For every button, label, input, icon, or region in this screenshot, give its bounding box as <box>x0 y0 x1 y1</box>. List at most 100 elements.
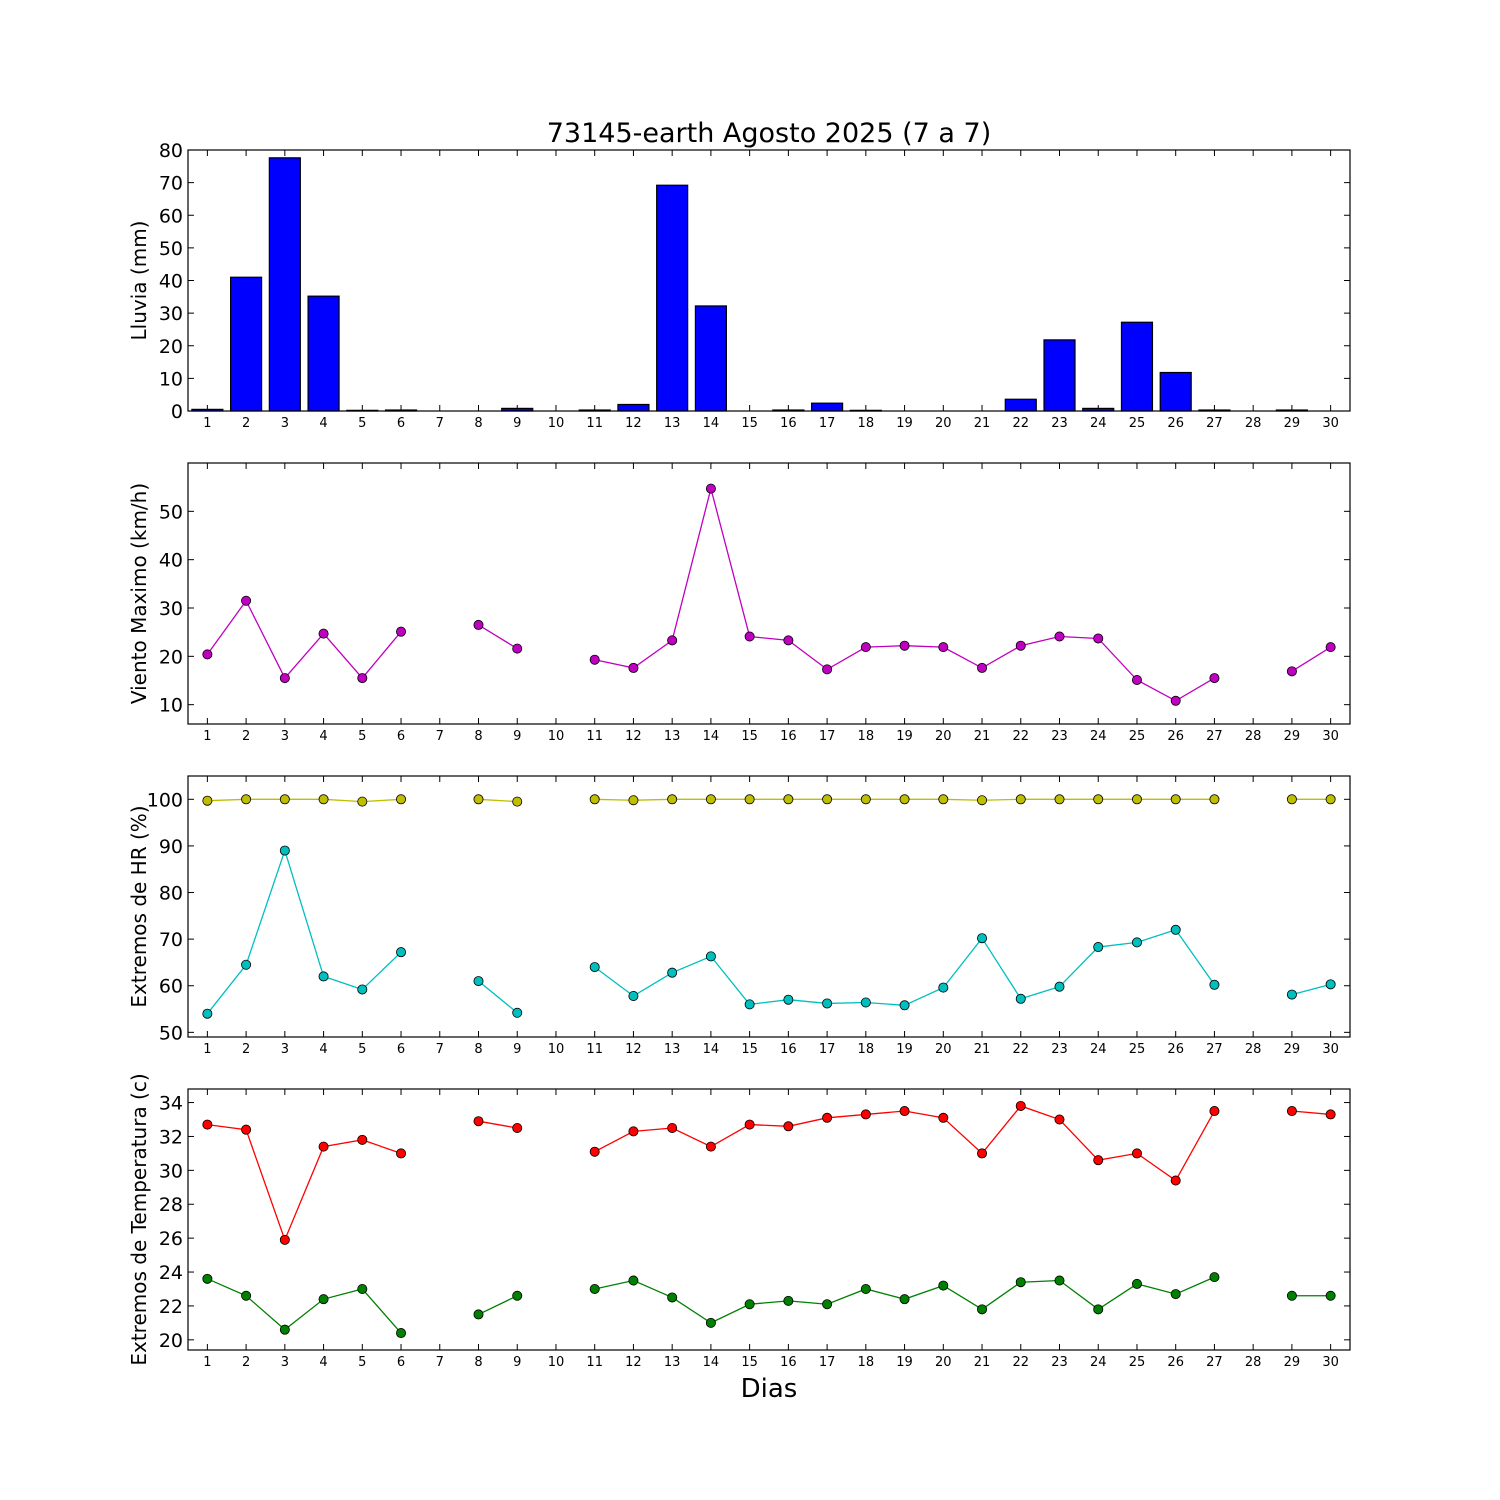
x-tick-label: 30 <box>1322 1042 1339 1057</box>
data-point <box>473 1116 484 1127</box>
data-point <box>938 794 949 805</box>
data-point <box>1015 1100 1026 1111</box>
data-point <box>589 654 600 665</box>
data-point <box>899 1294 910 1305</box>
y-tick-label: 32 <box>159 1126 183 1148</box>
data-point <box>1170 924 1181 935</box>
data-point <box>279 794 290 805</box>
data-point <box>667 794 678 805</box>
data-point <box>744 999 755 1010</box>
x-tick-label: 18 <box>858 416 875 431</box>
data-point <box>241 959 252 970</box>
data-point <box>279 1324 290 1335</box>
x-tick-label: 1 <box>203 729 211 744</box>
x-tick-label: 4 <box>319 729 327 744</box>
x-tick-label: 4 <box>319 416 327 431</box>
x-tick-label: 15 <box>741 1042 758 1057</box>
data-point <box>938 1280 949 1291</box>
data-point <box>860 794 871 805</box>
data-point <box>318 628 329 639</box>
x-tick-label: 10 <box>548 416 565 431</box>
data-point <box>977 795 988 806</box>
data-point <box>357 673 368 684</box>
data-point <box>279 673 290 684</box>
x-tick-label: 25 <box>1129 416 1146 431</box>
data-point <box>318 1141 329 1152</box>
x-tick-label: 8 <box>474 1042 482 1057</box>
rain-bar <box>1120 321 1154 412</box>
data-point <box>279 845 290 856</box>
x-tick-label: 2 <box>242 1042 250 1057</box>
data-point <box>860 642 871 653</box>
data-point <box>822 1299 833 1310</box>
data-point <box>705 951 716 962</box>
data-point <box>396 1148 407 1159</box>
x-tick-label: 20 <box>935 416 952 431</box>
data-point <box>1015 640 1026 651</box>
y-tick-label: 70 <box>159 173 183 195</box>
y-axis-label: Lluvia (mm) <box>127 221 151 341</box>
axes-frame <box>187 462 1351 725</box>
x-tick-label: 4 <box>319 1042 327 1057</box>
x-tick-label: 21 <box>974 1355 991 1370</box>
data-point <box>822 794 833 805</box>
data-point <box>899 794 910 805</box>
x-tick-label: 18 <box>858 1355 875 1370</box>
data-point <box>279 1234 290 1245</box>
x-tick-label: 20 <box>935 729 952 744</box>
x-tick-label: 17 <box>819 729 836 744</box>
series-line-1 <box>207 1276 1331 1334</box>
x-tick-label: 19 <box>896 416 913 431</box>
x-tick-label: 8 <box>474 729 482 744</box>
x-tick-label: 7 <box>436 416 444 431</box>
data-point <box>1054 794 1065 805</box>
x-tick-label: 5 <box>358 1355 366 1370</box>
data-point <box>318 794 329 805</box>
x-tick-label: 25 <box>1129 1355 1146 1370</box>
x-tick-label: 2 <box>242 1355 250 1370</box>
data-point <box>1286 989 1297 1000</box>
x-tick-label: 29 <box>1284 1042 1301 1057</box>
data-point <box>1209 1272 1220 1283</box>
y-tick-label: 10 <box>159 695 183 717</box>
x-tick-label: 18 <box>858 729 875 744</box>
x-tick-label: 13 <box>664 1355 681 1370</box>
data-point <box>396 794 407 805</box>
figure-title: 73145-earth Agosto 2025 (7 a 7) <box>547 118 992 149</box>
data-point <box>1286 1106 1297 1117</box>
x-tick-label: 27 <box>1206 729 1223 744</box>
data-point <box>667 635 678 646</box>
rain-bar <box>1043 339 1076 412</box>
data-point <box>783 635 794 646</box>
y-tick-label: 22 <box>159 1296 183 1318</box>
x-tick-label: 12 <box>625 729 642 744</box>
x-tick-label: 13 <box>664 1042 681 1057</box>
x-tick-label: 26 <box>1167 416 1184 431</box>
data-point <box>744 1299 755 1310</box>
data-point <box>512 1290 523 1301</box>
y-axis-label: Extremos de HR (%) <box>127 805 151 1007</box>
x-tick-label: 5 <box>358 729 366 744</box>
x-tick-label: 3 <box>281 416 289 431</box>
data-point <box>1131 937 1142 948</box>
y-tick-label: 50 <box>159 238 183 260</box>
x-tick-label: 27 <box>1206 1042 1223 1057</box>
data-point <box>1015 794 1026 805</box>
x-tick-label: 5 <box>358 416 366 431</box>
data-point <box>1325 1109 1336 1120</box>
data-point <box>589 1146 600 1157</box>
data-point <box>1054 981 1065 992</box>
data-point <box>667 1292 678 1303</box>
data-point <box>202 1008 213 1019</box>
x-tick-label: 27 <box>1206 1355 1223 1370</box>
y-tick-label: 50 <box>159 501 183 523</box>
data-point <box>512 643 523 654</box>
x-tick-label: 28 <box>1245 416 1262 431</box>
data-point <box>1286 1290 1297 1301</box>
axes-frame <box>187 1088 1351 1351</box>
data-point <box>1131 675 1142 686</box>
